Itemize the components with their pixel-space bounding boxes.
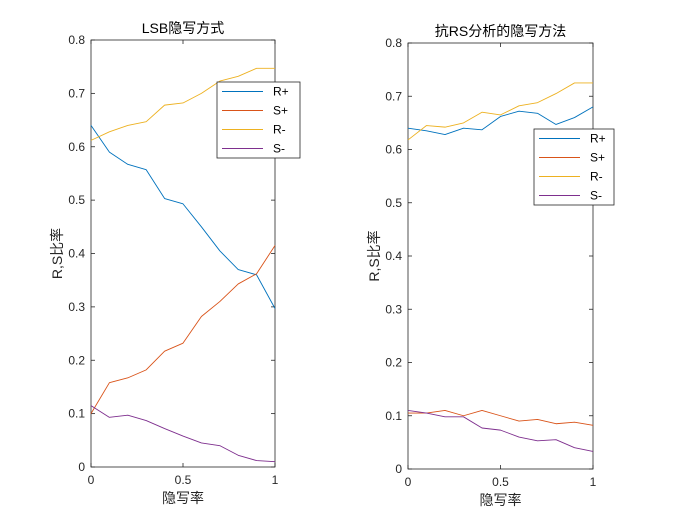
- chart-title: LSB隐写方式: [142, 20, 224, 36]
- y-tick-label: 0.6: [385, 143, 402, 157]
- series-line-R-: [407, 82, 593, 141]
- y-tick-label: 0.1: [385, 409, 402, 423]
- plot-area: [407, 42, 594, 470]
- series-line-R+: [407, 106, 594, 136]
- x-tick-label: 0.5: [492, 475, 509, 489]
- x-tick-label: 0.5: [175, 473, 192, 487]
- legend: R+ S+ R- S-: [533, 128, 615, 206]
- y-tick-label: 0.4: [385, 249, 402, 263]
- legend-box: [216, 81, 301, 159]
- series-line-S+: [90, 245, 276, 414]
- y-tick-label: 0.6: [68, 140, 85, 154]
- x-tick-label: 1: [590, 475, 597, 489]
- y-axis-label: R,S比率: [366, 230, 382, 281]
- x-tick-label: 1: [272, 473, 279, 487]
- y-tick-label: 0.3: [385, 302, 402, 316]
- y-tick-label: 0.3: [68, 300, 85, 314]
- x-tick-label: 0: [405, 475, 412, 489]
- y-tick-label: 0.8: [385, 36, 402, 50]
- y-tick-label: 0.2: [385, 356, 402, 370]
- legend-label-S-: S-: [590, 189, 602, 203]
- legend: R+ S+ R- S-: [216, 81, 301, 159]
- y-tick-label: 0: [395, 462, 402, 476]
- series-line-S+: [408, 409, 594, 426]
- legend-label-R-: R-: [590, 170, 603, 184]
- x-axis-label: 隐写率: [162, 490, 204, 506]
- y-tick-label: 0.7: [385, 89, 402, 103]
- y-tick-label: 0: [78, 460, 85, 474]
- y-axis-label: R,S比率: [49, 228, 65, 279]
- series-line-S-: [90, 405, 276, 463]
- chart-2: 0 0.1 0.2 0.3 0.4 0.5 0.6 0.7 0.8 0 0.5 1 抗RS分析的隐写方法…: [366, 23, 615, 508]
- series-line-S-: [407, 409, 594, 452]
- y-tick-label: 0.1: [68, 407, 85, 421]
- legend-box: [533, 128, 615, 206]
- legend-label-R-: R-: [273, 123, 286, 137]
- legend-label-S-: S-: [273, 142, 285, 156]
- y-tick-label: 0.5: [68, 193, 85, 207]
- series-line-R-: [90, 67, 275, 141]
- x-axis-label: 隐写率: [480, 492, 522, 508]
- legend-label-R+: R+: [590, 132, 606, 146]
- y-tick-label: 0.7: [68, 86, 85, 100]
- y-tick-label: 0.5: [385, 196, 402, 210]
- chart-title: 抗RS分析的隐写方法: [435, 23, 566, 39]
- series-line-R+: [90, 125, 276, 309]
- chart-1: 0 0.1 0.2 0.3 0.4 0.5 0.6 0.7 0.8 0 0.5 1 LSB隐写方式隐写率…: [49, 20, 301, 506]
- legend-label-R+: R+: [273, 85, 289, 99]
- x-tick-label: 0: [88, 473, 95, 487]
- y-tick-label: 0.8: [68, 33, 85, 47]
- y-tick-label: 0.4: [68, 247, 85, 261]
- legend-label-S+: S+: [273, 104, 288, 118]
- legend-label-S+: S+: [590, 151, 605, 165]
- y-tick-label: 0.2: [68, 353, 85, 367]
